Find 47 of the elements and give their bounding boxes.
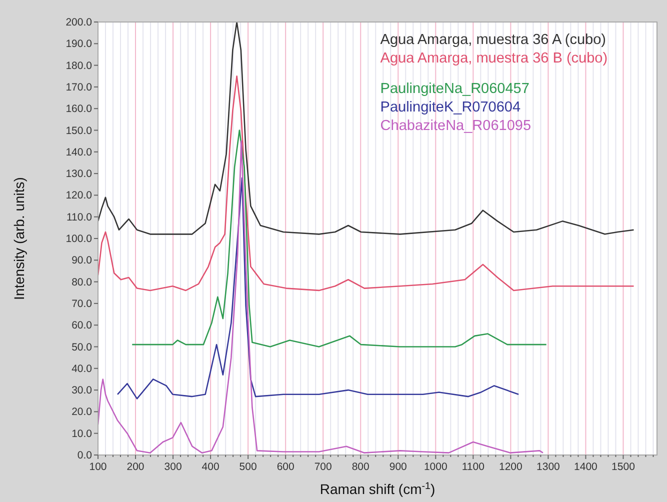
y-tick-label: 10.0 (72, 428, 92, 440)
y-tick-label: 80.0 (72, 276, 92, 288)
y-tick-label: 190.0 (66, 38, 92, 50)
text: Agua Amarga, muestra 36 A (cubo) (380, 32, 606, 48)
line-series (98, 22, 634, 235)
line-series (98, 140, 544, 454)
y-tick-label: 100.0 (66, 233, 92, 245)
x-tick-label: 100 (89, 461, 107, 473)
x-tick-label: 1300 (536, 461, 560, 473)
y-tick-label: 120.0 (66, 190, 92, 202)
y-tick-label: 50.0 (72, 341, 92, 354)
x-tick-label: 400 (202, 461, 220, 473)
x-tick-label: 1400 (574, 461, 598, 473)
x-tick-label: 1200 (499, 461, 523, 473)
x-tick-label: 700 (314, 461, 332, 473)
y-tick-label: 200.0 (66, 16, 92, 28)
y-tick-label: 20.0 (72, 406, 92, 418)
x-axis-title: Raman shift (cm$^{-1}$) (320, 480, 436, 497)
x-tick-label: 500 (239, 461, 257, 473)
y-tick-label: 150.0 (66, 124, 92, 137)
y-tick-label: 140.0 (66, 146, 92, 158)
x-tick-label: 1000 (424, 461, 448, 473)
y-tick-label: 170.0 (66, 81, 92, 94)
x-tick-label: 300 (164, 461, 182, 473)
y-tick-label: 40.0 (72, 362, 92, 375)
line-series (98, 75, 634, 292)
text: PaulingiteNa_R060457 (380, 81, 530, 97)
text: PaulingiteK_R070604 (380, 100, 521, 116)
text: ChabaziteNa_R061095 (380, 118, 532, 134)
x-tick-label: 900 (389, 461, 408, 473)
y-tick-label: 70.0 (72, 298, 92, 310)
y-tick-label: 130.0 (66, 168, 92, 180)
y-tick-label: 180.0 (66, 60, 92, 72)
x-tick-label: 200 (126, 461, 144, 473)
y-tick-label: 110.0 (66, 211, 92, 224)
line-series (116, 177, 520, 400)
y-tick-label: 90.0 (72, 254, 92, 267)
x-tick-label: 800 (352, 461, 370, 473)
x-tick-label: 1100 (462, 461, 485, 473)
y-tick-label: 60.0 (72, 320, 92, 332)
x-tick-label: 1500 (612, 461, 636, 473)
y-tick-label: 160.0 (66, 103, 92, 116)
x-tick-label: 600 (276, 461, 294, 473)
y-tick-label: 30.0 (72, 384, 92, 397)
y-axis-title: Intensity (arb. units) (11, 177, 27, 300)
text: Agua Amarga, muestra 36 B (cubo) (380, 50, 608, 66)
y-tick-label: 0.0 (77, 450, 92, 462)
